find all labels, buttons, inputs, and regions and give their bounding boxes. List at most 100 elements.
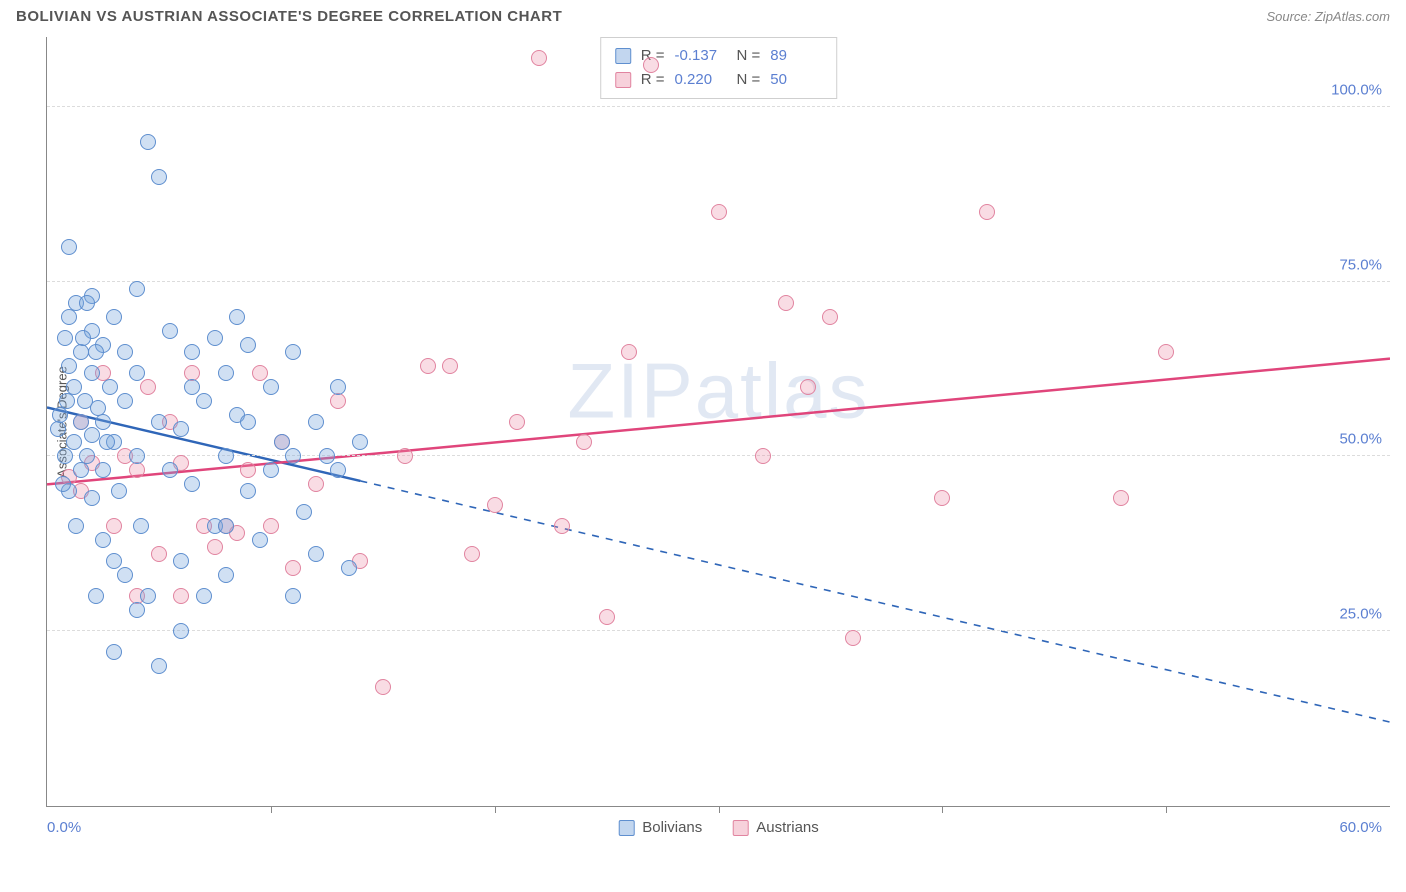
data-point [84,427,100,443]
data-point [129,281,145,297]
data-point [240,462,256,478]
y-tick-label: 100.0% [1331,81,1382,98]
data-point [397,448,413,464]
data-point [643,57,659,73]
data-point [464,546,480,562]
data-point [173,588,189,604]
data-point [75,330,91,346]
data-point [218,365,234,381]
data-point [509,414,525,430]
data-point [252,365,268,381]
gridline [47,281,1390,282]
data-point [375,679,391,695]
watermark: ZIPatlas [567,345,869,436]
data-point [106,553,122,569]
data-point [117,567,133,583]
data-point [207,330,223,346]
scatter-plot: ZIPatlas R =-0.137N =89R =0.220N =50 0.0… [46,37,1390,807]
x-tick [271,806,272,813]
data-point [218,567,234,583]
stats-box: R =-0.137N =89R =0.220N =50 [600,37,838,99]
data-point [102,379,118,395]
data-point [285,588,301,604]
data-point [554,518,570,534]
stat-value-n: 50 [770,68,822,92]
data-point [274,434,290,450]
data-point [140,134,156,150]
data-point [308,546,324,562]
data-point [308,476,324,492]
data-point [778,295,794,311]
data-point [52,407,68,423]
data-point [106,518,122,534]
data-point [59,393,75,409]
data-point [99,434,115,450]
series-swatch [732,820,748,836]
data-point [151,658,167,674]
x-tick [719,806,720,813]
data-point [308,414,324,430]
data-point [420,358,436,374]
stat-label-n: N = [737,44,761,68]
data-point [61,358,77,374]
data-point [531,50,547,66]
x-tick [942,806,943,813]
data-point [240,337,256,353]
data-point [442,358,458,374]
data-point [162,323,178,339]
data-point [79,448,95,464]
data-point [129,462,145,478]
series-swatch [615,72,631,88]
stat-value-n: 89 [770,44,822,68]
data-point [68,518,84,534]
data-point [330,379,346,395]
data-point [95,414,111,430]
source-label: Source: ZipAtlas.com [1266,9,1390,24]
series-swatch [618,820,634,836]
data-point [263,379,279,395]
data-point [57,330,73,346]
data-point [979,204,995,220]
legend-label: Austrians [756,819,819,836]
data-point [576,434,592,450]
y-tick-label: 25.0% [1339,606,1382,623]
data-point [487,497,503,513]
data-point [296,504,312,520]
data-point [84,490,100,506]
data-point [352,434,368,450]
trendline-dashed [360,481,1390,722]
data-point [57,448,73,464]
x-tick [1166,806,1167,813]
legend-item: Austrians [732,819,819,836]
data-point [184,379,200,395]
data-point [196,588,212,604]
data-point [240,414,256,430]
stat-label-n: N = [737,68,761,92]
gridline [47,630,1390,631]
data-point [184,344,200,360]
data-point [140,379,156,395]
data-point [129,448,145,464]
data-point [129,365,145,381]
data-point [229,309,245,325]
data-point [79,295,95,311]
stat-value-r: -0.137 [675,44,727,68]
data-point [196,393,212,409]
data-point [319,448,335,464]
data-point [218,518,234,534]
data-point [240,483,256,499]
chart-area: Associate's Degree ZIPatlas R =-0.137N =… [16,37,1390,807]
data-point [73,462,89,478]
data-point [800,379,816,395]
y-tick-label: 50.0% [1339,431,1382,448]
data-point [55,476,71,492]
data-point [252,532,268,548]
data-point [285,560,301,576]
data-point [173,553,189,569]
data-point [173,421,189,437]
x-axis-max-label: 60.0% [1339,819,1382,836]
data-point [133,518,149,534]
data-point [50,421,66,437]
gridline [47,455,1390,456]
series-swatch [615,48,631,64]
